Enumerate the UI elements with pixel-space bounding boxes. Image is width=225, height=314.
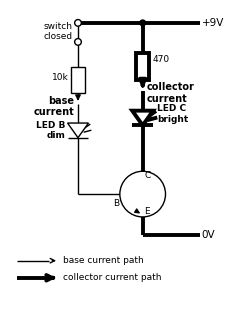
Circle shape — [119, 171, 165, 217]
Text: 0V: 0V — [201, 230, 214, 240]
Text: +9V: +9V — [201, 18, 223, 28]
Text: switch
closed: switch closed — [43, 22, 72, 41]
Text: collector
current: collector current — [146, 83, 194, 104]
Text: C: C — [144, 171, 150, 180]
Text: LED C
bright: LED C bright — [156, 105, 187, 124]
Polygon shape — [132, 111, 153, 125]
Text: LED B
dim: LED B dim — [36, 121, 65, 140]
Text: 470: 470 — [151, 55, 169, 63]
Bar — [71, 67, 84, 93]
Text: E: E — [144, 207, 150, 216]
Text: base current path: base current path — [63, 256, 143, 265]
Text: B: B — [112, 199, 118, 208]
Circle shape — [74, 39, 81, 45]
Bar — [135, 53, 149, 80]
Circle shape — [139, 20, 145, 26]
Text: 10k: 10k — [52, 73, 68, 82]
Polygon shape — [67, 123, 88, 138]
Text: collector current path: collector current path — [63, 273, 161, 282]
Text: base
current: base current — [33, 96, 74, 117]
Circle shape — [74, 19, 81, 26]
